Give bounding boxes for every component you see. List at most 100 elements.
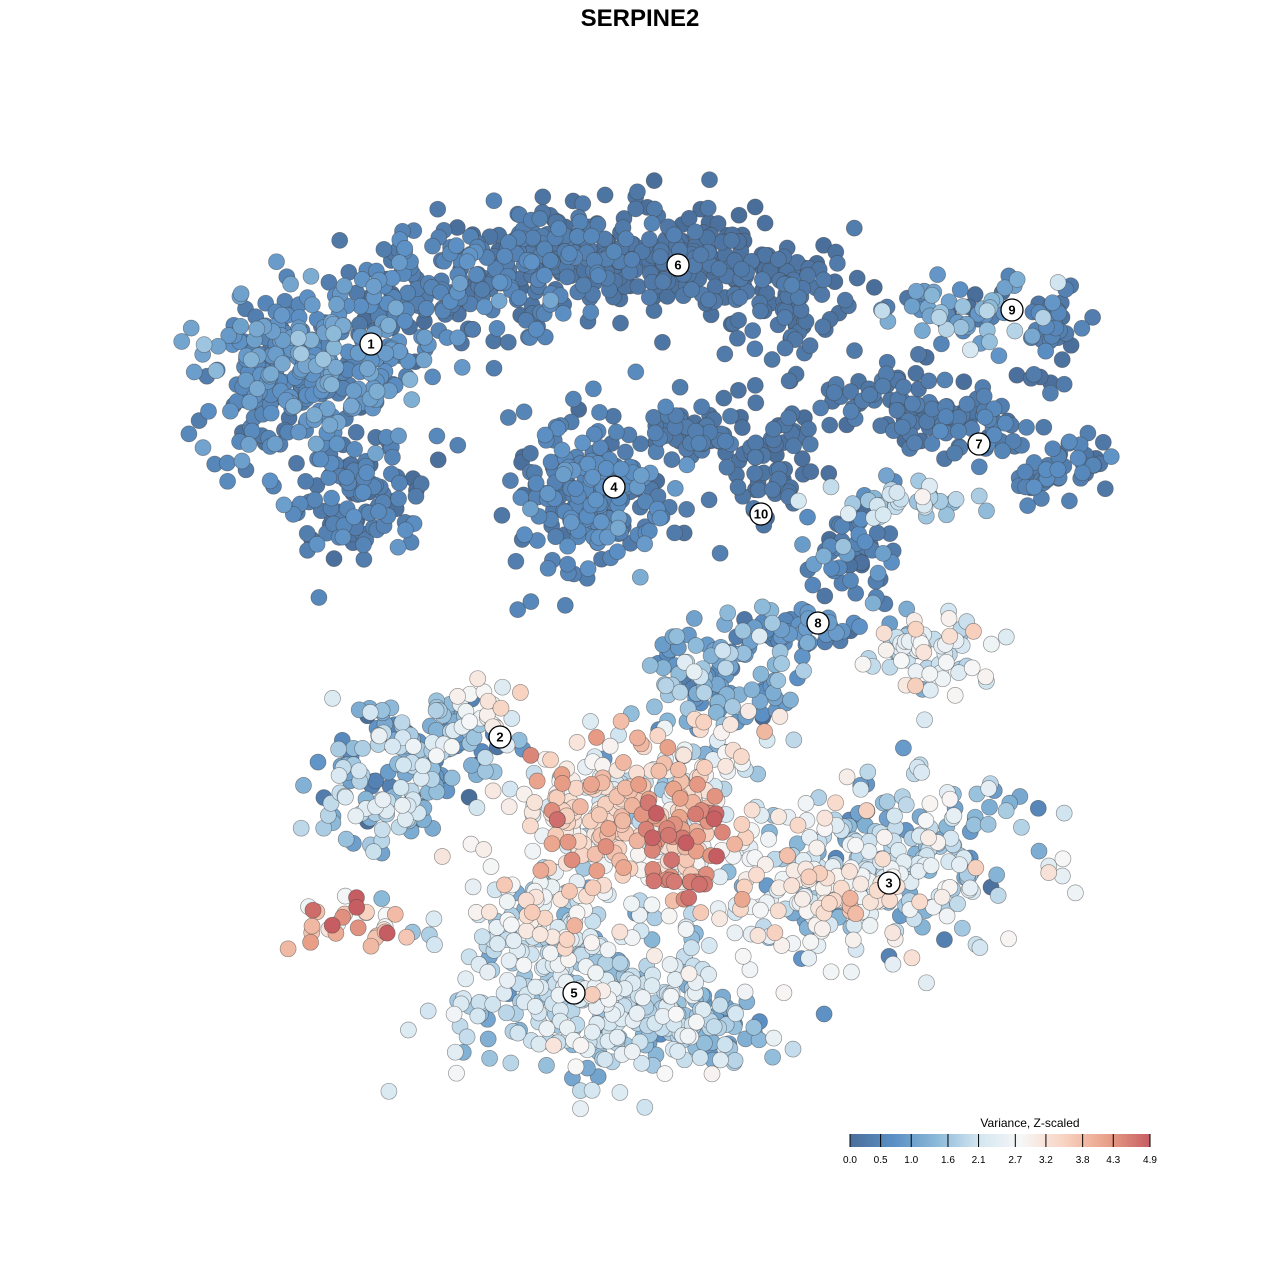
cell-point	[599, 941, 617, 959]
cell-point	[337, 830, 355, 848]
cell-point	[630, 776, 648, 793]
cell-point	[302, 933, 319, 951]
cell-point	[562, 513, 580, 531]
cell-point	[560, 245, 578, 262]
cell-point	[485, 359, 503, 377]
legend-tick-label: 0.5	[874, 1155, 888, 1166]
cell-point	[248, 380, 266, 397]
cell-point	[634, 989, 652, 1007]
cell-point	[585, 425, 603, 443]
cell-point	[1096, 480, 1114, 498]
cell-point	[515, 403, 533, 421]
cell-point	[623, 895, 640, 913]
cell-point	[481, 1049, 498, 1067]
cell-point	[262, 365, 280, 383]
cell-point	[1016, 463, 1034, 481]
cluster-label-9: 9	[1000, 298, 1024, 322]
cell-point	[953, 919, 971, 937]
cell-point	[561, 882, 578, 900]
cell-point	[764, 1048, 781, 1066]
cell-point	[718, 458, 736, 476]
cell-point	[554, 305, 572, 322]
cell-point	[469, 670, 487, 688]
cell-point	[617, 230, 635, 248]
cell-point	[543, 835, 561, 853]
cell-point	[827, 794, 844, 812]
cell-point	[865, 279, 883, 296]
cell-point	[403, 391, 421, 408]
cell-point	[448, 1064, 465, 1082]
cell-point	[342, 397, 360, 415]
cell-point	[479, 1030, 497, 1048]
cell-point	[940, 610, 958, 627]
cell-point	[358, 464, 376, 482]
cell-point	[895, 739, 912, 757]
cell-point	[965, 623, 982, 640]
cell-point	[688, 1013, 705, 1031]
cell-point	[496, 247, 513, 265]
cell-point	[195, 336, 213, 353]
cell-point	[641, 230, 658, 248]
cell-point	[878, 467, 895, 484]
cell-point	[856, 533, 874, 551]
cell-point	[680, 965, 698, 983]
cell-point	[657, 398, 675, 416]
cell-point	[389, 538, 407, 556]
cell-point	[707, 704, 725, 721]
cell-point	[608, 1028, 626, 1046]
cell-point	[701, 171, 718, 189]
cell-point	[1013, 818, 1030, 836]
cell-point	[298, 525, 316, 542]
cell-point	[888, 484, 906, 501]
cell-point	[384, 737, 401, 755]
cell-point	[303, 917, 321, 935]
cell-point	[898, 600, 916, 618]
cell-point	[554, 775, 571, 792]
color-legend: Variance, Z-scaled 0.0 0.5 1.0 1.6 2.1 2.7 3.2…	[843, 1116, 1157, 1166]
cell-point	[723, 232, 740, 249]
cell-point	[1061, 492, 1078, 510]
cell-point	[975, 387, 993, 405]
cell-point	[802, 933, 820, 951]
cell-point	[328, 296, 345, 313]
cell-point	[716, 1036, 734, 1053]
cell-point	[1034, 309, 1052, 327]
cell-point	[536, 426, 554, 444]
cell-point	[542, 944, 559, 962]
cell-point	[484, 995, 502, 1013]
cell-point	[1037, 342, 1055, 360]
cell-point	[922, 857, 940, 875]
cell-point	[473, 281, 491, 298]
legend-colorbar	[850, 1134, 1150, 1147]
cell-point	[587, 964, 605, 982]
cell-point	[821, 416, 839, 434]
cell-point	[289, 329, 307, 347]
cell-point	[1044, 294, 1061, 312]
cell-point	[627, 200, 644, 218]
cell-point	[705, 810, 723, 828]
cell-point	[764, 481, 781, 498]
cell-point	[1025, 366, 1043, 383]
cell-point	[323, 489, 340, 507]
cell-point	[463, 756, 480, 774]
cell-point	[288, 454, 305, 472]
cell-point	[1079, 424, 1097, 442]
cell-point	[222, 402, 239, 420]
cell-point	[527, 474, 545, 492]
cell-point	[847, 905, 865, 923]
cell-point	[499, 971, 516, 989]
cell-point	[279, 940, 297, 958]
cell-point	[729, 478, 747, 496]
cell-point	[783, 276, 801, 294]
cell-point	[457, 970, 475, 988]
cell-point	[418, 300, 435, 317]
cell-point	[815, 547, 833, 565]
cell-point	[875, 624, 893, 642]
legend-tick-label: 1.0	[904, 1155, 918, 1166]
cell-point	[800, 868, 818, 886]
cell-point	[800, 949, 818, 967]
cell-point	[695, 713, 713, 731]
cell-point	[785, 437, 802, 455]
cell-point	[689, 776, 706, 793]
